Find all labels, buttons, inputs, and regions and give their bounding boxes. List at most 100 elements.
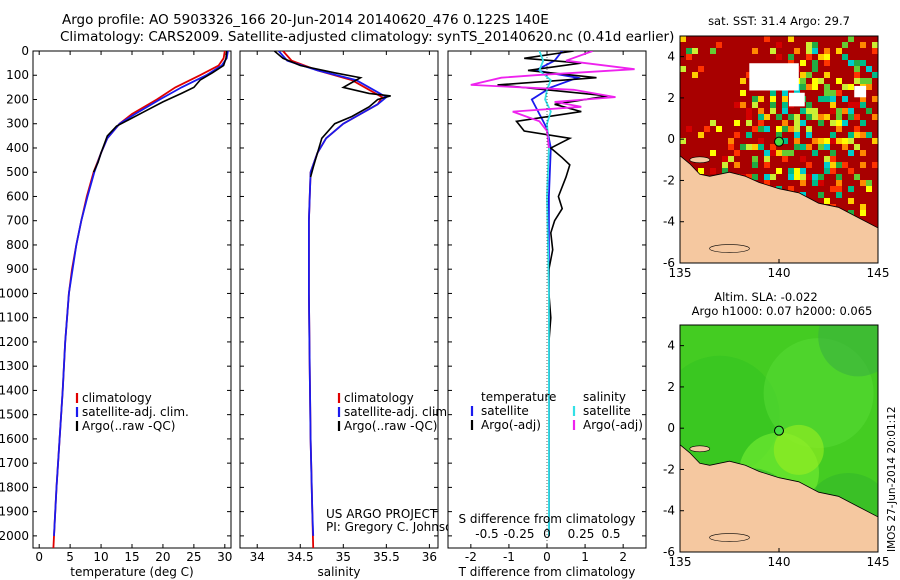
x-tick-label: 36	[422, 550, 437, 564]
x-tick-label: 0	[543, 550, 551, 564]
x-tick-label: 30	[217, 550, 232, 564]
sst-map-title: sat. SST: 31.4 Argo: 29.7	[708, 14, 850, 28]
series-line-argo	[92, 51, 228, 173]
map-x-tick-label: 140	[768, 266, 791, 280]
map-x-tick-label: 135	[669, 555, 692, 569]
x-tick-label: 1	[581, 550, 589, 564]
map-y-tick-label: 0	[667, 421, 675, 435]
x-tick-label: 35	[336, 550, 351, 564]
series-line-argo	[273, 51, 391, 178]
x-tick-label: 2	[619, 550, 627, 564]
map-x-tick-label: 140	[768, 555, 791, 569]
legend-header-temperature: temperature	[481, 390, 556, 404]
sst-map-panel: -6 -4 -2 0 2 4 135 140 145	[663, 35, 890, 280]
y-tick-label: 1600	[0, 432, 29, 446]
legend-label: Argo(-adj)	[583, 418, 643, 432]
legend-label: satellite-adj. clim.	[82, 405, 189, 419]
map-y-tick-label: -6	[663, 545, 675, 559]
y-tick-label: 600	[6, 189, 29, 203]
y-tick-label: 1100	[0, 311, 29, 325]
island	[709, 533, 750, 542]
salinity-panel: 34 34.5 35 35.5 36 salinity climatologysatelli…	[239, 50, 460, 579]
y-tick-label: 1400	[0, 383, 29, 397]
figure-title-line2: Climatology: CARS2009. Satellite-adjuste…	[60, 29, 675, 45]
top-tick-label: -0.25	[503, 527, 534, 541]
plot-frame	[239, 50, 439, 549]
x-tick-label: 25	[186, 550, 201, 564]
argo-position-marker	[774, 425, 784, 436]
imos-credit: IMOS 27-Jun-2014 20:01:12	[886, 406, 898, 552]
y-tick-label: 800	[6, 238, 29, 252]
island	[689, 156, 711, 164]
y-tick-label: 300	[6, 117, 29, 131]
x-axis-label: T difference from climatology	[458, 565, 636, 579]
y-tick-label: 1700	[0, 456, 29, 470]
y-tick-label: 500	[6, 165, 29, 179]
x-tick-label: 20	[155, 550, 170, 564]
map-y-tick-label: 4	[667, 50, 675, 64]
y-tick-label: 200	[6, 92, 29, 106]
map-x-tick-label: 135	[669, 266, 692, 280]
legend-label: Argo(..raw -QC)	[82, 419, 175, 433]
x-tick-label: 35.5	[373, 550, 400, 564]
top-axis-label: S difference from climatology	[459, 512, 636, 526]
figure-title-line1: Argo profile: AO 5903326_166 20-Jun-2014…	[62, 12, 549, 28]
y-tick-label: 900	[6, 262, 29, 276]
project-credit: US ARGO PROJECT	[326, 507, 438, 521]
y-tick-label: 0	[21, 44, 29, 58]
map-x-tick-label: 145	[867, 555, 890, 569]
y-tick-label: 700	[6, 214, 29, 228]
y-tick-label: 1200	[0, 335, 29, 349]
map-y-tick-label: -4	[663, 504, 675, 518]
series-line-argo	[497, 51, 609, 536]
figure-text: sat. SST: 31.4 Argo: 29.7 Altim. SLA: -0.…	[692, 14, 898, 552]
map-y-tick-label: -2	[663, 462, 675, 476]
series-line-sal_sat	[538, 51, 552, 536]
map-y-tick-label: -4	[663, 215, 675, 229]
legend-header-salinity: salinity	[583, 390, 626, 404]
map-y-tick-label: -6	[663, 256, 675, 270]
map-x-tick-label: 145	[867, 266, 890, 280]
y-tick-label: 400	[6, 141, 29, 155]
legend-label: Argo(-adj)	[481, 418, 541, 432]
series-line-sat	[278, 51, 388, 536]
top-tick-label: 0	[543, 527, 551, 541]
y-tick-label: 1300	[0, 359, 29, 373]
top-tick-label: 0.25	[568, 527, 595, 541]
legend-label: climatology	[344, 391, 414, 405]
sla-map-panel: -6 -4 -2 0 2 4 135 140 145	[663, 324, 890, 569]
y-tick-label: 1500	[0, 408, 29, 422]
map-y-tick-label: 0	[667, 132, 675, 146]
land-new-guinea	[680, 155, 878, 263]
x-tick-label: -1	[503, 550, 515, 564]
sla-map-title: Altim. SLA: -0.022	[714, 290, 818, 304]
x-axis-label: temperature (deg C)	[70, 565, 193, 579]
map-y-tick-label: 2	[667, 380, 675, 394]
x-tick-label: 34	[250, 550, 265, 564]
legend-label: satellite-adj. clim.	[344, 405, 451, 419]
top-tick-label: 0.5	[601, 527, 620, 541]
map-y-tick-label: 4	[667, 339, 675, 353]
legend-label: climatology	[82, 391, 152, 405]
x-axis-label: salinity	[317, 565, 360, 579]
plot-frame	[32, 50, 232, 549]
x-tick-label: 34.5	[287, 550, 314, 564]
island	[689, 445, 711, 453]
sla-map-subtitle: Argo h1000: 0.07 h2000: 0.065	[692, 304, 873, 318]
legend-label: satellite	[583, 404, 631, 418]
legend-label: Argo(..raw -QC)	[344, 419, 437, 433]
map-y-tick-label: 2	[667, 91, 675, 105]
x-tick-label: 0	[35, 550, 43, 564]
y-tick-label: 1800	[0, 480, 29, 494]
map-y-tick-label: -2	[663, 173, 675, 187]
x-tick-label: -2	[465, 550, 477, 564]
pi-credit: PI: Gregory C. Johnson	[326, 520, 460, 534]
island	[709, 244, 750, 253]
y-tick-label: 2000	[0, 529, 29, 543]
top-tick-label: -0.5	[475, 527, 498, 541]
x-tick-label: 15	[124, 550, 139, 564]
difference-panel: -2 -1 0 1 2T difference from climatology temp…	[447, 50, 647, 579]
y-tick-label: 1900	[0, 505, 29, 519]
series-line-sal_argo	[470, 51, 635, 149]
